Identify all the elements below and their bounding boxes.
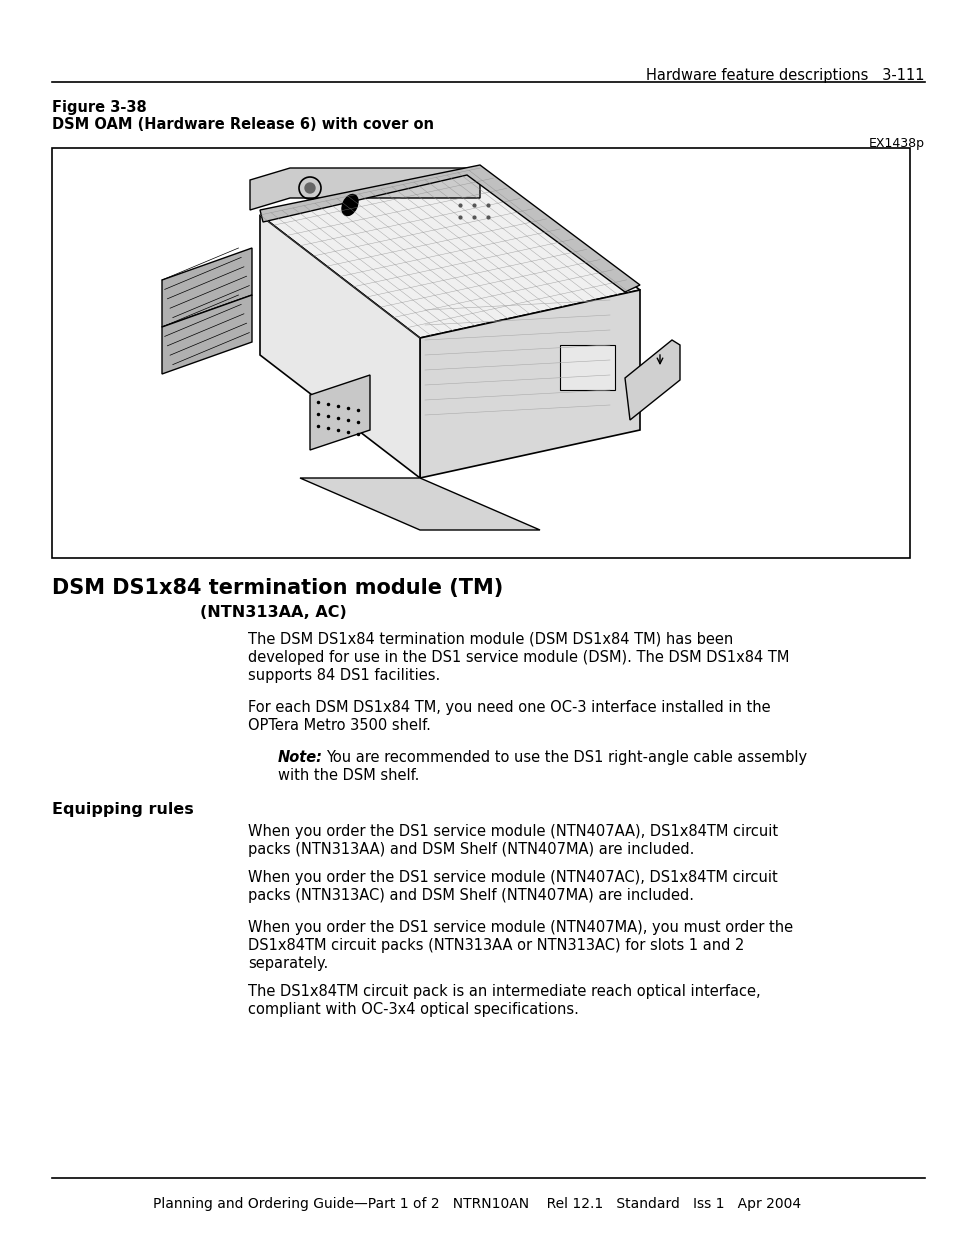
Text: The DSM DS1x84 termination module (DSM DS1x84 TM) has been: The DSM DS1x84 termination module (DSM D… [248,632,733,647]
Polygon shape [260,168,639,338]
Polygon shape [310,375,370,450]
Text: The DS1x84TM circuit pack is an intermediate reach optical interface,: The DS1x84TM circuit pack is an intermed… [248,984,760,999]
Text: Figure 3-38: Figure 3-38 [52,100,147,115]
Text: EX1438p: EX1438p [868,137,924,149]
Text: DSM OAM (Hardware Release 6) with cover on: DSM OAM (Hardware Release 6) with cover … [52,117,434,132]
Text: When you order the DS1 service module (NTN407AA), DS1x84TM circuit: When you order the DS1 service module (N… [248,824,778,839]
Text: (NTN313AA, AC): (NTN313AA, AC) [200,605,346,620]
Polygon shape [419,290,639,478]
Text: OPTera Metro 3500 shelf.: OPTera Metro 3500 shelf. [248,718,431,734]
Polygon shape [299,478,539,530]
Text: DS1x84TM circuit packs (NTN313AA or NTN313AC) for slots 1 and 2: DS1x84TM circuit packs (NTN313AA or NTN3… [248,939,743,953]
Text: packs (NTN313AC) and DSM Shelf (NTN407MA) are included.: packs (NTN313AC) and DSM Shelf (NTN407MA… [248,888,693,903]
Polygon shape [162,295,252,374]
Polygon shape [250,168,479,210]
Circle shape [305,183,314,193]
Text: DSM DS1x84 termination module (TM): DSM DS1x84 termination module (TM) [52,578,503,598]
Text: compliant with OC-3x4 optical specifications.: compliant with OC-3x4 optical specificat… [248,1002,578,1016]
Bar [559,345,615,390]
Polygon shape [624,340,679,420]
Text: For each DSM DS1x84 TM, you need one OC-3 interface installed in the: For each DSM DS1x84 TM, you need one OC-… [248,700,770,715]
Polygon shape [260,215,419,478]
Text: with the DSM shelf.: with the DSM shelf. [277,768,419,783]
Text: separately.: separately. [248,956,328,971]
Text: When you order the DS1 service module (NTN407AC), DS1x84TM circuit: When you order the DS1 service module (N… [248,869,777,885]
Text: You are recommended to use the DS1 right-angle cable assembly: You are recommended to use the DS1 right… [326,750,806,764]
Bar [52,148,909,558]
Text: packs (NTN313AA) and DSM Shelf (NTN407MA) are included.: packs (NTN313AA) and DSM Shelf (NTN407MA… [248,842,694,857]
Text: Note:: Note: [277,750,323,764]
Text: Equipping rules: Equipping rules [52,802,193,818]
Ellipse shape [342,195,357,215]
Text: supports 84 DS1 facilities.: supports 84 DS1 facilities. [248,668,439,683]
Text: Planning and Ordering Guide—Part 1 of 2   NTRN10AN    Rel 12.1   Standard   Iss : Planning and Ordering Guide—Part 1 of 2 … [152,1197,801,1212]
Text: When you order the DS1 service module (NTN407MA), you must order the: When you order the DS1 service module (N… [248,920,792,935]
Text: developed for use in the DS1 service module (DSM). The DSM DS1x84 TM: developed for use in the DS1 service mod… [248,650,788,664]
Polygon shape [260,165,639,291]
Polygon shape [162,248,252,327]
Text: Hardware feature descriptions   3-111: Hardware feature descriptions 3-111 [646,68,924,83]
